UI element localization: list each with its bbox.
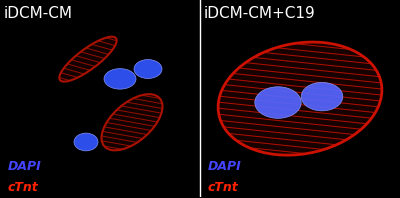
Text: iDCM-CM+C19: iDCM-CM+C19 (204, 6, 316, 21)
Ellipse shape (134, 60, 162, 78)
Ellipse shape (59, 37, 117, 82)
Ellipse shape (301, 82, 343, 111)
Text: DAPI: DAPI (8, 160, 42, 173)
Ellipse shape (218, 42, 382, 155)
Ellipse shape (102, 94, 162, 150)
Ellipse shape (104, 69, 136, 89)
Text: DAPI: DAPI (208, 160, 242, 173)
Text: cTnt: cTnt (8, 181, 39, 194)
Ellipse shape (74, 133, 98, 151)
Ellipse shape (255, 87, 301, 118)
Text: iDCM-CM: iDCM-CM (4, 6, 73, 21)
Text: cTnt: cTnt (208, 181, 239, 194)
